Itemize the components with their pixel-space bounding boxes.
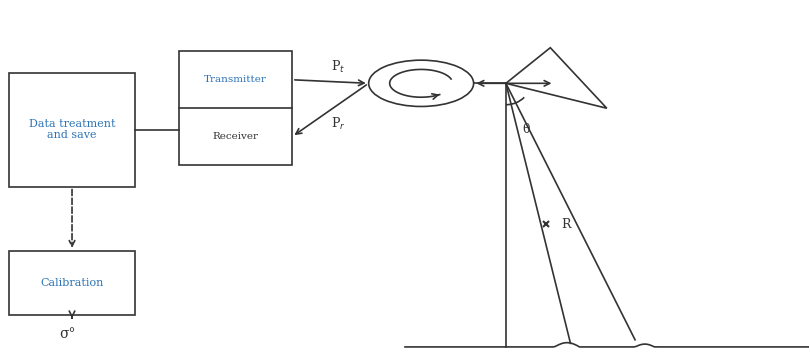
- Text: Data treatment
and save: Data treatment and save: [29, 119, 115, 140]
- Text: Transmitter: Transmitter: [204, 75, 267, 84]
- Text: σ°: σ°: [60, 327, 76, 341]
- Text: R: R: [561, 218, 571, 230]
- Text: Calibration: Calibration: [40, 278, 104, 288]
- FancyBboxPatch shape: [10, 73, 134, 187]
- Text: P$_t$: P$_t$: [331, 59, 346, 75]
- FancyBboxPatch shape: [179, 51, 292, 165]
- Text: θ: θ: [522, 123, 530, 136]
- FancyBboxPatch shape: [10, 251, 134, 315]
- Text: P$_r$: P$_r$: [331, 116, 346, 132]
- Text: Receiver: Receiver: [212, 132, 258, 141]
